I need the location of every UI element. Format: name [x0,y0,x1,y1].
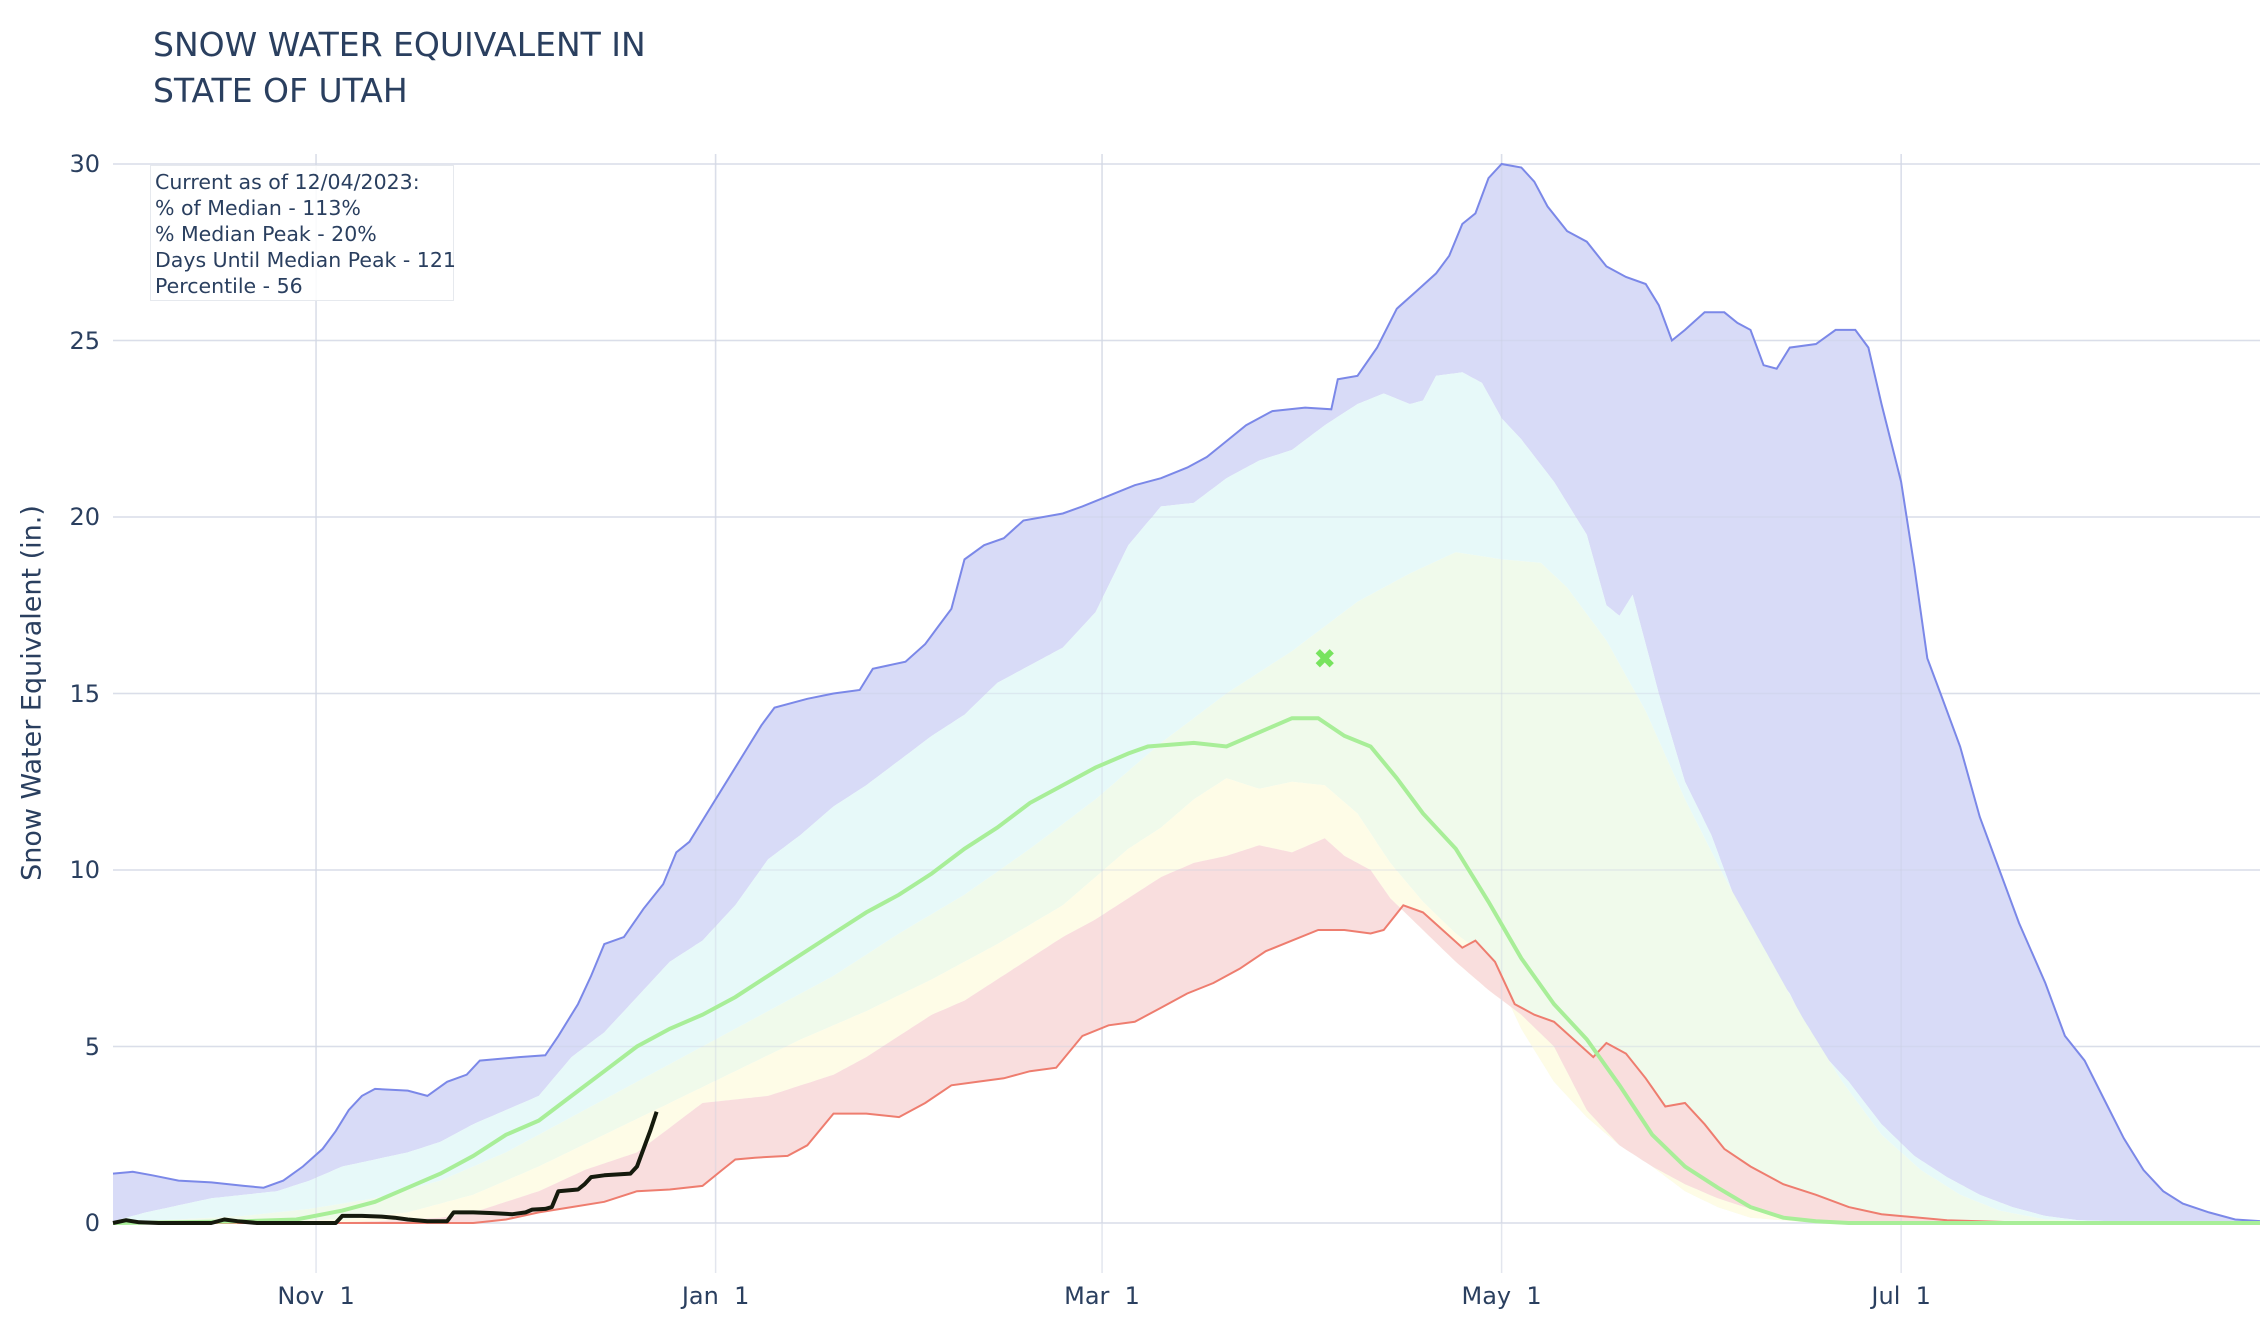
y-tick-30: 30 [69,150,100,178]
median-peak-x-marker-icon [1315,649,1334,668]
x-tick-may: May 1 [1461,1282,1542,1310]
y-tick-25: 25 [69,326,100,355]
median-line [112,716,2260,1225]
y-tick-5: 5 [84,1032,100,1061]
band-90-to-70 [113,372,2260,1223]
annotation-days-until-peak: Days Until Median Peak - 121 [155,248,456,272]
chart-title-line-2: STATE OF UTAH [153,71,408,110]
y-tick-20: 20 [69,503,100,531]
annotation-percent-median-peak: % Median Peak - 20% [155,222,377,246]
band-10-to-min [113,838,2260,1223]
x-tick-jan: Jan 1 [681,1282,750,1310]
band-max-to-90 [113,164,2260,1223]
y-tick-15: 15 [69,679,100,708]
band-70-to-30 [113,552,2260,1223]
max-line [112,162,2260,1223]
x-tick-nov: Nov 1 [277,1282,355,1310]
annotation-percentile: Percentile - 56 [155,274,303,298]
x-tick-mar: Mar 1 [1064,1282,1140,1310]
chart-title: SNOW WATER EQUIVALENT IN STATE OF UTAH [153,22,646,114]
chart-title-line-1: SNOW WATER EQUIVALENT IN [153,25,646,64]
min-line [113,904,2260,1224]
stats-annotation-box: Current as of 12/04/2023: % of Median - … [150,165,456,301]
y-tick-10: 10 [69,856,100,884]
x-tick-jul: Jul 1 [1871,1282,1931,1310]
y-tick-0: 0 [84,1209,100,1237]
annotation-current-date: Current as of 12/04/2023: [155,170,420,194]
annotation-percent-median: % of Median - 113% [155,196,361,220]
current-year-line [112,1111,659,1225]
